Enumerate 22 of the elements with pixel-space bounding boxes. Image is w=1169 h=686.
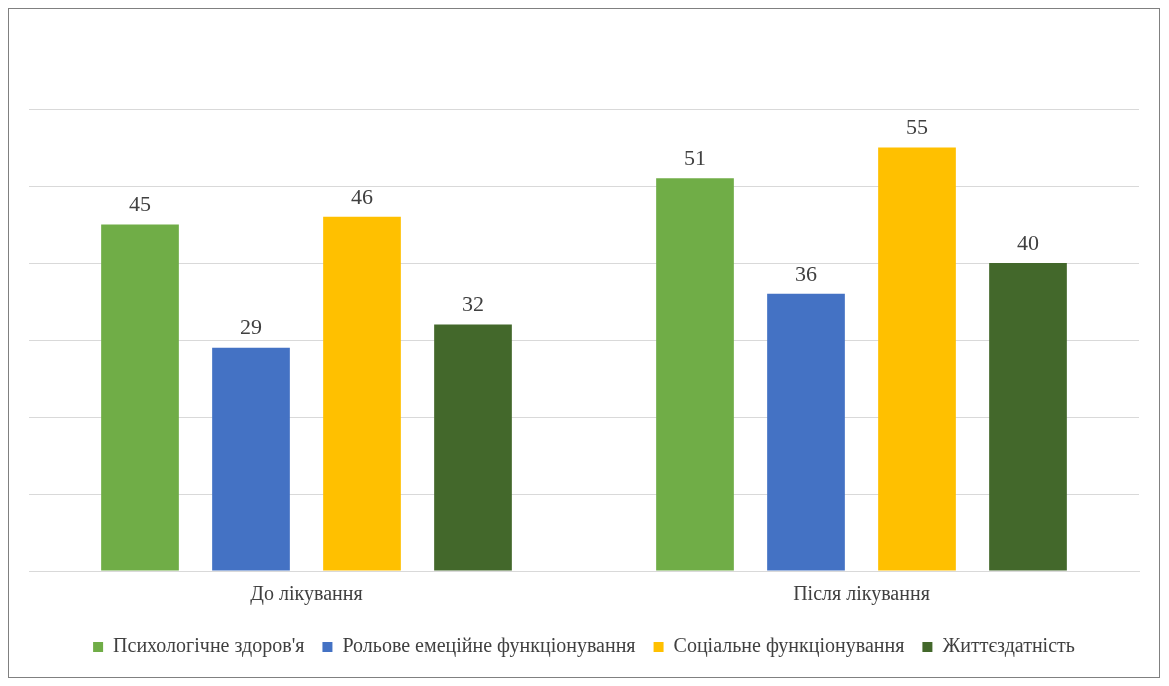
data-label: 46 (351, 183, 373, 209)
data-label: 32 (462, 291, 484, 317)
data-label: 29 (240, 314, 262, 340)
data-label: 36 (795, 260, 817, 286)
data-label: 55 (906, 114, 928, 140)
legend-label: Рольове емеційне функціонування (342, 634, 636, 658)
legend-label: Соціальне функціонування (673, 634, 905, 658)
bar (989, 263, 1067, 571)
x-tick-label: Після лікування (793, 582, 930, 606)
data-label: 40 (1017, 229, 1039, 255)
bar (878, 147, 956, 571)
bar (767, 293, 845, 571)
bar (323, 216, 401, 571)
legend-label: Життєздатність (942, 634, 1075, 658)
bar (434, 324, 512, 571)
bar (656, 178, 734, 571)
data-label: 45 (129, 191, 151, 217)
data-label: 51 (684, 145, 706, 171)
bar (101, 224, 179, 571)
legend-label: Психологічне здоров'я (113, 634, 305, 658)
x-tick-label: До лікування (250, 582, 363, 606)
bar (212, 347, 290, 571)
